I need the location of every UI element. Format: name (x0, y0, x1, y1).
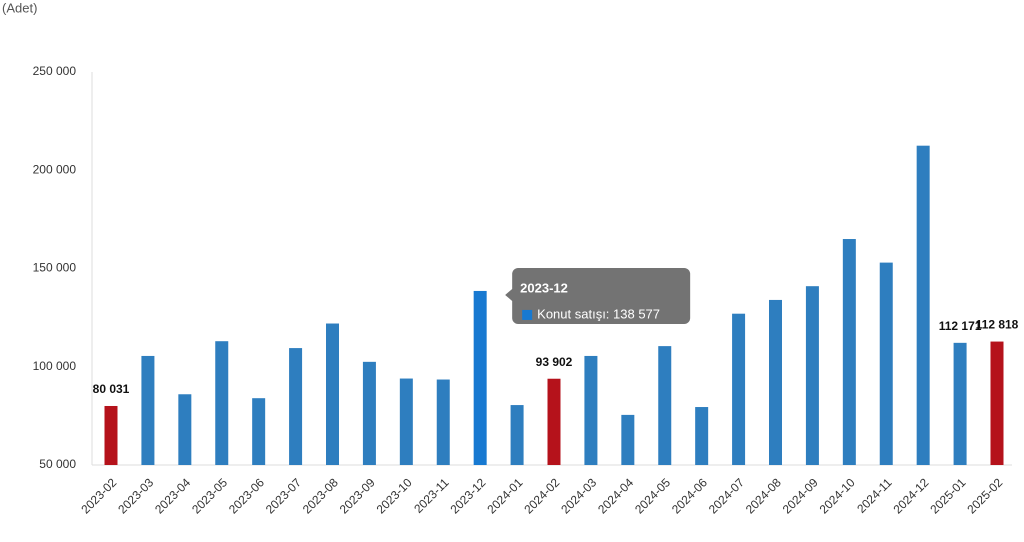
tooltip-marker (522, 309, 533, 320)
value-label: 112 818 (976, 318, 1019, 332)
x-tick-label: 2023-03 (115, 475, 156, 516)
bar (215, 341, 229, 465)
x-tick-label: 2023-08 (300, 475, 341, 516)
bar (510, 405, 524, 465)
bar (769, 299, 782, 465)
bar (289, 348, 303, 465)
x-tick-label: 2025-02 (964, 475, 1005, 516)
bar (178, 394, 192, 465)
tooltip-title: 2023-12 (520, 280, 568, 295)
x-tick-label: 2023-04 (152, 475, 193, 516)
x-tick-label: 2024-05 (632, 475, 673, 516)
bar (473, 290, 487, 465)
x-tick-label: 2024-07 (706, 475, 747, 516)
x-tick-label: 2023-12 (447, 475, 488, 516)
bar (584, 355, 598, 465)
x-tick-label: 2024-03 (558, 475, 599, 516)
x-tick-label: 2024-06 (669, 475, 710, 516)
bar (547, 378, 561, 465)
bar (658, 346, 672, 465)
bar (436, 379, 450, 465)
x-tick-label: 2024-09 (780, 475, 821, 516)
x-tick-label: 2023-09 (337, 475, 378, 516)
tooltip-text: Konut satışı: 138 577 (537, 306, 660, 321)
x-tick-label: 2023-07 (263, 475, 304, 516)
y-tick-label: 200 000 (33, 162, 77, 176)
y-axis-label: (Adet) (2, 0, 37, 15)
x-tick-label: 2024-08 (743, 475, 784, 516)
x-tick-label: 2023-10 (374, 475, 415, 516)
bar (842, 239, 856, 465)
x-tick-label: 2023-11 (411, 475, 452, 516)
bar (953, 342, 967, 465)
bar (695, 407, 709, 465)
x-tick-label: 2024-02 (521, 475, 562, 516)
x-tick-label: 2023-06 (226, 475, 267, 516)
y-tick-label: 50 000 (39, 457, 76, 471)
y-tick-label: 150 000 (33, 261, 77, 275)
x-tick-label: 2023-05 (189, 475, 230, 516)
x-tick-label: 2023-02 (78, 475, 119, 516)
y-tick-label: 250 000 (33, 64, 77, 78)
value-label: 112 171 (939, 319, 982, 333)
bar (252, 398, 266, 465)
x-tick-label: 2025-01 (927, 475, 968, 516)
bar (732, 313, 746, 465)
bar (326, 323, 339, 465)
x-tick-label: 2024-12 (890, 475, 931, 516)
x-tick-label: 2024-04 (595, 475, 636, 516)
x-tick-label: 2024-01 (484, 475, 525, 516)
x-tick-label: 2024-10 (817, 475, 858, 516)
value-label: 80 031 (93, 382, 130, 396)
value-label: 93 902 (536, 355, 573, 369)
bar (399, 378, 413, 465)
bar (141, 355, 155, 465)
bar (990, 341, 1004, 465)
x-tick-label: 2024-11 (854, 475, 895, 516)
y-tick-label: 100 000 (33, 359, 77, 373)
tooltip: 2023-12 Konut satışı: 138 577 (505, 267, 691, 324)
bar (879, 262, 893, 465)
bar (362, 361, 376, 465)
bar (916, 145, 930, 465)
bar (805, 286, 819, 465)
bar (104, 405, 118, 465)
tooltip-box (505, 267, 691, 324)
bar (621, 414, 635, 465)
